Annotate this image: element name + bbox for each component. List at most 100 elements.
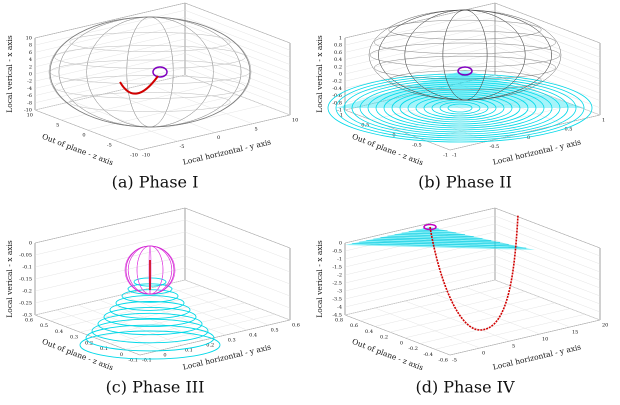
- grid-line: [139, 319, 291, 356]
- tick-label: -0.5: [490, 144, 500, 150]
- grid-line: [77, 304, 183, 346]
- grid-line: [56, 309, 162, 351]
- grid-line: [494, 60, 601, 101]
- grid-line: [34, 38, 186, 75]
- grid-line: [34, 109, 141, 151]
- grid-line: [344, 314, 451, 356]
- grid-line: [344, 17, 496, 53]
- grid-line: [72, 101, 178, 142]
- tick-label: 0.8: [335, 318, 343, 324]
- spiral-ring: [415, 229, 448, 232]
- spiral-ring: [115, 295, 185, 311]
- tick-label: -0.5: [412, 143, 422, 149]
- grid-line: [344, 271, 496, 308]
- tick-label: 1: [602, 118, 605, 124]
- grid-line: [34, 10, 186, 46]
- grid-line: [109, 308, 261, 344]
- tick-label: -3.5: [332, 297, 342, 303]
- tick-label: 0.2: [206, 343, 214, 349]
- grid-line: [344, 10, 496, 46]
- caption: (d) Phase IV: [415, 378, 515, 397]
- meridian: [378, 9, 552, 101]
- horizontal-axis-label: Local horizontal - y axis: [492, 342, 582, 371]
- tick-label: -6: [27, 93, 32, 99]
- tick-label: 0.6: [292, 323, 300, 329]
- tick-label: -0.2: [408, 346, 418, 352]
- trajectory: [429, 214, 519, 331]
- caption: (b) Phase II: [418, 173, 512, 192]
- tick-label: 0.1: [100, 346, 108, 352]
- grid-line: [344, 263, 496, 300]
- grid-line: [184, 17, 291, 58]
- grid-line: [34, 53, 186, 89]
- spiral-ring: [335, 75, 585, 141]
- tick-label: 4: [29, 57, 32, 63]
- vertical-axis-label: Local verical - x axis: [315, 240, 324, 318]
- grid-line: [494, 215, 601, 257]
- tick-label: 15: [572, 330, 578, 336]
- tick-label: 10: [27, 113, 33, 119]
- spiral-ring: [366, 240, 509, 245]
- tick-label: -1: [443, 153, 448, 159]
- grid-line: [494, 255, 601, 297]
- spiral-ring: [109, 301, 191, 319]
- horizontal-axis-label: Local horizontal - y axis: [182, 137, 272, 166]
- grid-line: [344, 279, 496, 316]
- spiral-ring: [380, 237, 492, 241]
- parallel: [369, 42, 561, 68]
- tick-label: 0: [527, 135, 530, 141]
- grid-line: [404, 300, 511, 342]
- tick-label: -0.2: [22, 289, 32, 295]
- tick-label: -0.1: [22, 265, 32, 271]
- grid-line: [494, 231, 601, 273]
- tick-label: -2: [337, 273, 342, 279]
- tick-label: -0.6: [438, 358, 448, 364]
- tick-label: 0: [400, 340, 403, 346]
- grid-line: [374, 291, 526, 327]
- grid-line: [494, 247, 601, 289]
- grid-line: [184, 231, 291, 273]
- tick-label: -0.4: [332, 86, 342, 92]
- meridian: [58, 16, 242, 128]
- grid-line: [34, 46, 186, 82]
- tick-label: 0.2: [85, 340, 93, 346]
- spiral-ring: [351, 79, 569, 137]
- tick-label: -1.5: [332, 265, 342, 271]
- grid-line: [344, 60, 496, 96]
- tick-label: 5: [56, 123, 59, 129]
- spiral-ring: [97, 312, 203, 336]
- tick-label: 10: [26, 36, 32, 42]
- grid-line: [494, 67, 601, 108]
- tick-label: -0.4: [423, 352, 433, 358]
- target-region: [152, 66, 168, 78]
- grid-line: [494, 31, 601, 72]
- tick-label: -0.1: [142, 358, 152, 364]
- tick-label: -3: [337, 289, 342, 295]
- tick-label: 0.2: [334, 64, 342, 70]
- depth-axis-label: Out of plane - z axis: [41, 132, 115, 167]
- tick-label: 0.3: [70, 335, 78, 341]
- spiral-ring: [415, 95, 505, 121]
- tick-label: -0.3: [22, 313, 32, 319]
- tick-label: 0: [163, 353, 166, 359]
- spiral-ring: [91, 318, 209, 344]
- tick-label: 0.4: [249, 333, 257, 339]
- spiral-ring: [387, 235, 483, 239]
- parallel: [388, 19, 542, 40]
- depth-axis-label: Out of plane - z axis: [41, 337, 115, 372]
- depth-axis-label: Out of plane - z axis: [351, 337, 425, 372]
- grid-line: [344, 109, 451, 151]
- grid-line: [147, 83, 253, 124]
- grid-line: [344, 231, 496, 268]
- vertical-axis-label: Local verical - x axis: [5, 35, 14, 113]
- grid-line: [184, 53, 291, 94]
- target-region: [457, 66, 473, 76]
- tick-label: -2.5: [332, 281, 342, 287]
- horizontal-axis-label: Local horizontal - y axis: [492, 137, 582, 166]
- grid-line: [163, 284, 269, 326]
- tick-label: -5: [107, 143, 112, 149]
- caption: (a) Phase I: [112, 173, 199, 192]
- tick-label: -0.5: [332, 249, 342, 255]
